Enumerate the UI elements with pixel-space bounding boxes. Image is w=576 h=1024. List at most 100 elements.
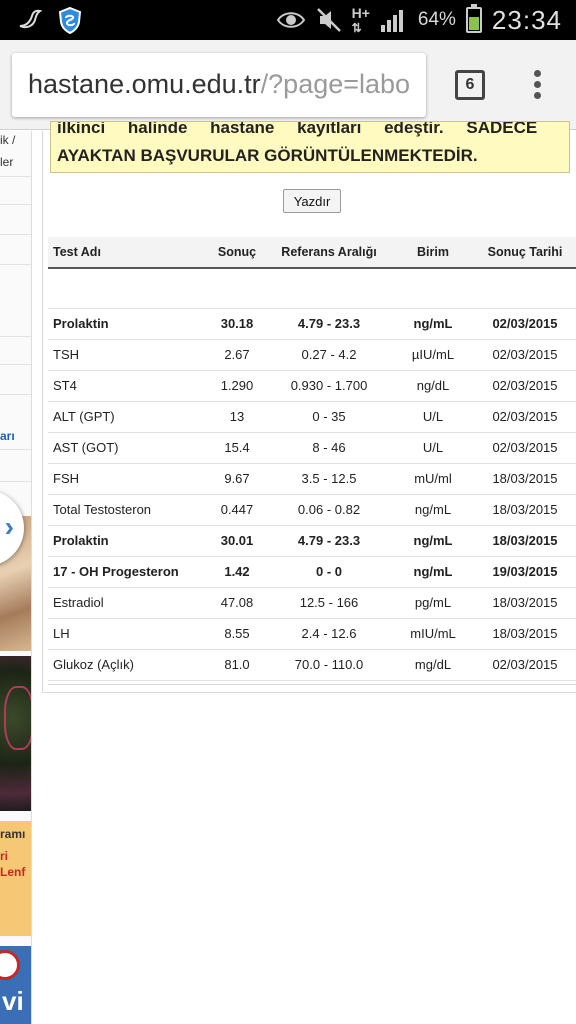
- university-logo: [0, 950, 20, 980]
- cell-reference-range: 0.06 - 0.82: [266, 494, 392, 526]
- cell-unit: µIU/mL: [392, 339, 474, 371]
- cell-result-date: 02/03/2015: [474, 649, 576, 681]
- status-bar: H+ ⇅ 64% 23:34: [0, 0, 576, 40]
- cell-result-date: 02/03/2015: [474, 432, 576, 464]
- clock: 23:34: [491, 4, 562, 35]
- table-row: Estradiol 47.08 12.5 - 166 pg/mL 18/03/2015: [48, 587, 576, 619]
- notice-box: ilkinci halinde hastane kayıtları edeşti…: [50, 121, 570, 173]
- cell-reference-range: 8 - 46: [266, 432, 392, 464]
- lab-results-table: Test Adı Sonuç Referans Aralığı Birim So…: [48, 237, 576, 681]
- cell-unit: ng/dL: [392, 370, 474, 402]
- sidebar-link[interactable]: arı: [0, 429, 15, 443]
- cell-unit: mg/dL: [392, 649, 474, 681]
- cell-reference-range: 0 - 35: [266, 401, 392, 433]
- cell-test-name: ST4: [48, 370, 208, 402]
- cell-test-name: AST (GOT): [48, 432, 208, 464]
- banner-text: Lenf: [0, 865, 26, 879]
- overflow-menu-icon[interactable]: [534, 70, 542, 102]
- column-header-result-date: Sonuç Tarihi: [474, 237, 576, 269]
- sidebar: ik / ler arı ramı ri Lenf vi: [0, 131, 32, 1024]
- cell-result: 9.67: [208, 463, 266, 495]
- cell-result-date: 02/03/2015: [474, 401, 576, 433]
- battery-percent: 64%: [417, 9, 456, 30]
- mute-icon: [316, 8, 341, 32]
- cell-result-date: 02/03/2015: [474, 339, 576, 371]
- cell-reference-range: 0 - 0: [266, 556, 392, 588]
- cell-unit: ng/mL: [392, 556, 474, 588]
- url-bar[interactable]: hastane.omu.edu.tr/?page=labo: [12, 53, 426, 117]
- cell-result-date: 18/03/2015: [474, 463, 576, 495]
- cell-unit: ng/mL: [392, 308, 474, 340]
- eye-icon: [276, 12, 305, 28]
- column-header-reference-range: Referans Aralığı: [266, 237, 392, 269]
- cell-result: 1.42: [208, 556, 266, 588]
- cell-result: 81.0: [208, 649, 266, 681]
- cell-result: 8.55: [208, 618, 266, 650]
- cell-test-name: Prolaktin: [48, 308, 208, 340]
- table-row: LH 8.55 2.4 - 12.6 mIU/mL 18/03/2015: [48, 618, 576, 650]
- chevron-right-icon: ›: [4, 511, 14, 542]
- table-row: ST4 1.290 0.930 - 1.700 ng/dL 02/03/2015: [48, 370, 576, 402]
- table-row: TSH 2.67 0.27 - 4.2 µIU/mL 02/03/2015: [48, 339, 576, 371]
- browser-toolbar: hastane.omu.edu.tr/?page=labo 6: [0, 40, 576, 130]
- sidebar-item-label[interactable]: ik /: [0, 133, 16, 147]
- cell-result: 2.67: [208, 339, 266, 371]
- url-path: /?page=labo: [260, 69, 411, 99]
- cell-result-date: 02/03/2015: [474, 308, 576, 340]
- url-host: hastane.omu.edu.tr: [28, 69, 261, 99]
- table-spacer-row: [48, 268, 576, 309]
- url-text[interactable]: hastane.omu.edu.tr/?page=labo: [28, 69, 410, 100]
- cell-reference-range: 12.5 - 166: [266, 587, 392, 619]
- banner-text: ri: [0, 849, 9, 863]
- table-row: ALT (GPT) 13 0 - 35 U/L 02/03/2015: [48, 401, 576, 433]
- cell-result-date: 18/03/2015: [474, 618, 576, 650]
- sidebar-banner-image[interactable]: [0, 656, 31, 811]
- table-row: AST (GOT) 15.4 8 - 46 U/L 02/03/2015: [48, 432, 576, 464]
- cell-test-name: Glukoz (Açlık): [48, 649, 208, 681]
- cell-reference-range: 4.79 - 23.3: [266, 525, 392, 557]
- table-row: 17 - OH Progesteron 1.42 0 - 0 ng/mL 19/03/2…: [48, 556, 576, 588]
- column-header-result: Sonuç: [208, 237, 266, 269]
- cell-test-name: TSH: [48, 339, 208, 371]
- cell-unit: U/L: [392, 432, 474, 464]
- cell-result-date: 18/03/2015: [474, 525, 576, 557]
- bird-icon: [19, 9, 43, 29]
- cell-reference-range: 0.930 - 1.700: [266, 370, 392, 402]
- print-button[interactable]: Yazdır: [283, 189, 341, 213]
- battery-icon: [465, 4, 482, 33]
- cell-reference-range: 3.5 - 12.5: [266, 463, 392, 495]
- data-arrows-icon: ⇅: [351, 20, 362, 35]
- cell-result: 13: [208, 401, 266, 433]
- notice-line-2: AYAKTAN BAŞVURULAR GÖRÜNTÜLENMEKTEDİR.: [57, 146, 478, 165]
- tab-switcher-button[interactable]: 6: [455, 70, 485, 100]
- network-type-label: H+ ⇅: [351, 4, 370, 35]
- sidebar-item-label[interactable]: ler: [0, 155, 14, 169]
- cell-reference-range: 70.0 - 110.0: [266, 649, 392, 681]
- cell-result: 47.08: [208, 587, 266, 619]
- cell-unit: mU/ml: [392, 463, 474, 495]
- cell-result: 0.447: [208, 494, 266, 526]
- banner-text: ramı: [0, 827, 26, 841]
- table-row: Glukoz (Açlık) 81.0 70.0 - 110.0 mg/dL 02/03…: [48, 649, 576, 681]
- cell-test-name: Estradiol: [48, 587, 208, 619]
- table-row: Prolaktin 30.01 4.79 - 23.3 ng/mL 18/03/2015: [48, 525, 576, 557]
- cell-result-date: 18/03/2015: [474, 494, 576, 526]
- cell-result-date: 18/03/2015: [474, 587, 576, 619]
- sidebar-banner-logo[interactable]: vi: [0, 946, 31, 1024]
- table-row: Prolaktin 30.18 4.79 - 23.3 ng/mL 02/03/2015: [48, 308, 576, 340]
- cell-result-date: 02/03/2015: [474, 370, 576, 402]
- table-row: Total Testosteron 0.447 0.06 - 0.82 ng/mL 18…: [48, 494, 576, 526]
- cell-test-name: ALT (GPT): [48, 401, 208, 433]
- column-header-test-name: Test Adı: [48, 237, 208, 269]
- sidebar-banner-program[interactable]: ramı ri Lenf: [0, 821, 31, 936]
- cell-unit: pg/mL: [392, 587, 474, 619]
- cell-test-name: Total Testosteron: [48, 494, 208, 526]
- table-header-row: Test Adı Sonuç Referans Aralığı Birim So…: [48, 237, 576, 269]
- notice-line-1: ilkinci halinde hastane kayıtları edeşti…: [57, 121, 538, 137]
- cell-unit: U/L: [392, 401, 474, 433]
- column-header-unit: Birim: [392, 237, 474, 269]
- cell-unit: ng/mL: [392, 525, 474, 557]
- main-content: ilkinci halinde hastane kayıtları edeşti…: [42, 121, 576, 1024]
- cell-result: 30.01: [208, 525, 266, 557]
- cell-unit: mIU/mL: [392, 618, 474, 650]
